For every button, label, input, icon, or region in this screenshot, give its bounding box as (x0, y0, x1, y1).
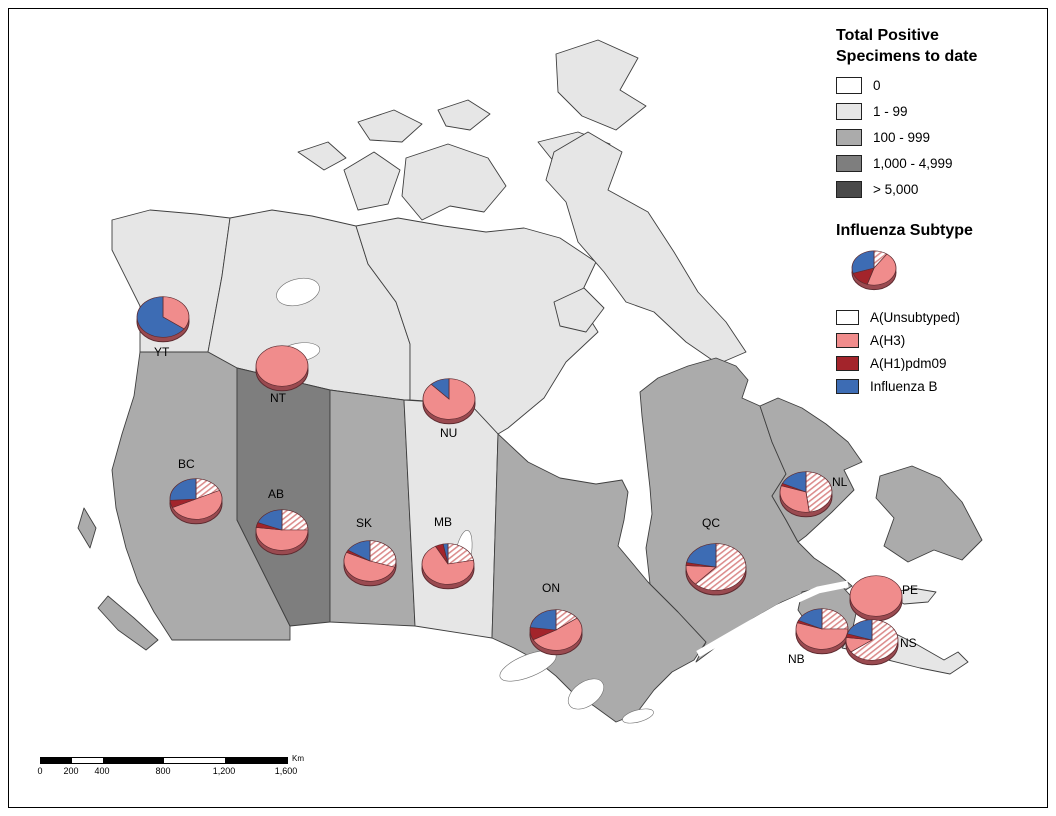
scale-bar: Km 0 200 400 800 1,200 1,600 (37, 754, 330, 778)
region-newfoundland-island[interactable] (875, 465, 983, 563)
region-nunavut-baffin-island[interactable] (545, 131, 747, 365)
lake-great-bear (276, 277, 320, 307)
subtype-swatch-ah3 (836, 332, 859, 348)
class-swatch-2 (836, 128, 862, 146)
class-label-2: 100 - 999 (873, 129, 931, 145)
legend-class-row: 100 - 999 (836, 128, 1052, 146)
region-label-NS: NS (900, 636, 917, 650)
map-border (8, 8, 1048, 808)
region-label-YT: YT (154, 345, 170, 359)
legend-title-line1: Total Positive (836, 27, 939, 44)
region-nunavut-bathurst-island[interactable] (437, 99, 491, 131)
st-lawrence-river (696, 580, 849, 658)
class-swatch-3 (836, 154, 862, 172)
legend-title: Total Positive Specimens to date (836, 26, 1052, 68)
pie-QC (685, 543, 747, 596)
subtype-label-ah3: A(H3) (870, 332, 906, 348)
legend-subtype-row: A(H1)pdm09 (836, 355, 1052, 371)
region-saskatchewan[interactable] (329, 389, 416, 627)
region-label-MB: MB (434, 515, 452, 529)
region-label-BC: BC (178, 457, 195, 471)
legend-panel: Total Positive Specimens to date 0 1 - 9… (836, 26, 1052, 394)
class-label-4: > 5,000 (873, 181, 919, 197)
legend-subtype-row: Influenza B (836, 378, 1052, 394)
subtype-swatch-ah1pdm09 (836, 355, 859, 371)
class-swatch-0 (836, 76, 862, 94)
region-nunavut-prince-patrick-island[interactable] (297, 141, 347, 171)
legend-class-row: 0 (836, 76, 1052, 94)
class-swatch-4 (836, 180, 862, 198)
scale-tick-label: 200 (63, 766, 79, 776)
legend-title-line2: Specimens to date (836, 47, 978, 65)
pie-NU (422, 378, 476, 425)
pie-NT (255, 345, 309, 392)
region-label-NU: NU (440, 426, 457, 440)
pie-NB (795, 608, 849, 655)
region-label-QC: QC (702, 516, 720, 530)
legend-class-row: > 5,000 (836, 180, 1052, 198)
legend-subtype-row: A(H3) (836, 332, 1052, 348)
legend-class-row: 1 - 99 (836, 102, 1052, 120)
scale-tick-label: 400 (94, 766, 110, 776)
pie-YT (136, 296, 190, 343)
region-nunavut-ellesmere-island[interactable] (555, 39, 647, 131)
region-label-AB: AB (268, 487, 284, 501)
region-nunavut-melville-island[interactable] (357, 109, 423, 143)
region-nunavut-banks-island[interactable] (343, 151, 401, 211)
region-label-PE: PE (902, 583, 918, 597)
subtype-label-unsubtyped: A(Unsubtyped) (870, 309, 961, 325)
legend-class-row: 1,000 - 4,999 (836, 154, 1052, 172)
scale-labels: 0 200 400 800 1,200 1,600 (37, 766, 300, 778)
region-label-NB: NB (788, 652, 805, 666)
subtype-label-influenza-b: Influenza B (870, 378, 938, 394)
pie-AB (255, 509, 309, 556)
class-swatch-1 (836, 102, 862, 120)
sample-pie (851, 250, 897, 290)
pie-SK (343, 540, 397, 587)
region-nunavut-mainland[interactable] (355, 217, 599, 435)
scale-bar-segments (40, 757, 288, 764)
class-label-0: 0 (873, 77, 881, 93)
lake-erie (622, 708, 654, 724)
pie-BC (169, 478, 223, 525)
subtype-legend-title: Influenza Subtype (836, 221, 973, 239)
lake-huron (567, 678, 605, 710)
class-label-3: 1,000 - 4,999 (873, 155, 953, 171)
region-vancouver-island[interactable] (97, 595, 159, 651)
scale-tick-label: 1,200 (212, 766, 236, 776)
subtype-label-ah1pdm09: A(H1)pdm09 (870, 355, 947, 371)
scale-tick-label: 800 (155, 766, 171, 776)
region-alberta[interactable] (236, 367, 331, 627)
subtype-swatch-influenza-b (836, 378, 859, 394)
region-haida-gwaii[interactable] (77, 507, 97, 549)
region-label-ON: ON (542, 581, 560, 595)
pie-ON (529, 609, 583, 656)
region-nunavut-victoria-island[interactable] (401, 143, 507, 221)
scale-unit: Km (292, 754, 304, 763)
pie-NS (845, 619, 899, 666)
pie-MB (421, 543, 475, 590)
sample-pie-svg (851, 250, 897, 290)
scale-tick-label: 1,600 (274, 766, 298, 776)
pie-NL (779, 471, 833, 518)
region-label-NL: NL (832, 475, 848, 489)
scale-tick-label: 0 (37, 766, 43, 776)
region-nunavut-southampton-island[interactable] (553, 287, 605, 333)
pie-PE (849, 575, 903, 622)
subtype-swatch-unsubtyped (836, 309, 859, 325)
class-label-1: 1 - 99 (873, 103, 908, 119)
region-label-NT: NT (270, 391, 287, 405)
region-label-SK: SK (356, 516, 372, 530)
legend-subtype-row: A(Unsubtyped) (836, 309, 1052, 325)
